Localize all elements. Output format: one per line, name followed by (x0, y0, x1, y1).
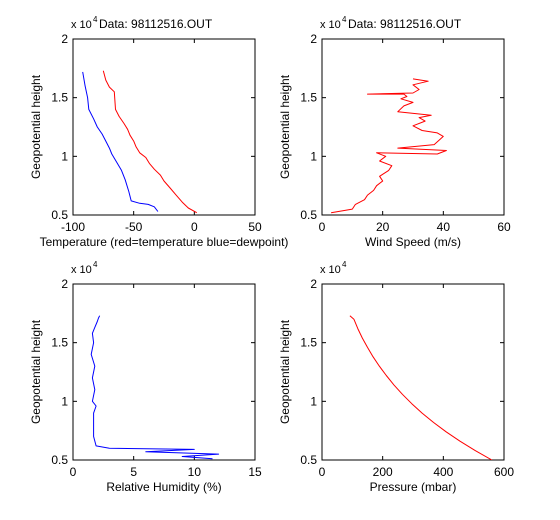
y-tick-label: 0.5 (51, 453, 68, 467)
y-exponent-label: x 10 (320, 19, 341, 31)
x-axis-label: Pressure (mbar) (370, 480, 457, 494)
y-axis-label: Geopotential height (29, 74, 43, 179)
x-axis-label: Temperature (red=temperature blue=dewpoi… (40, 235, 289, 249)
x-tick-label: 60 (497, 220, 511, 234)
x-tick-label: 5 (130, 465, 137, 479)
plot-area (321, 38, 505, 216)
y-exponent-power: 4 (93, 260, 98, 269)
plot-area (72, 38, 256, 216)
x-axis-label: Wind Speed (m/s) (365, 235, 461, 249)
y-tick-label: 2 (310, 32, 317, 46)
x-tick-label: 0 (319, 465, 326, 479)
y-tick-label: 0.5 (300, 208, 317, 222)
y-tick-label: 1 (61, 149, 68, 163)
y-exponent-label: x 10 (71, 19, 92, 31)
y-exponent-power: 4 (342, 15, 347, 24)
y-tick-label: 1.5 (51, 336, 68, 350)
x-tick-label: -50 (125, 220, 143, 234)
y-tick-label: 2 (310, 277, 317, 291)
x-tick-label: 10 (188, 465, 202, 479)
series-line-dewpoint (82, 71, 159, 212)
y-tick-label: 1.5 (300, 91, 317, 105)
x-tick-label: 0 (70, 465, 77, 479)
subplot-1: -100 -50 0 50 0.5 1 1.5 2x 10 4 Data: 98112516.OU… (29, 15, 288, 249)
y-tick-label: 1.5 (51, 91, 68, 105)
y-tick-label: 1.5 (300, 336, 317, 350)
x-tick-label: 600 (494, 465, 514, 479)
y-tick-label: 2 (61, 277, 68, 291)
x-tick-label: 200 (373, 465, 393, 479)
x-tick-label: 40 (437, 220, 451, 234)
chart-title: Data: 98112516.OUT (99, 17, 213, 31)
y-tick-label: 0.5 (300, 453, 317, 467)
y-exponent-power: 4 (342, 260, 347, 269)
chart-title: Data: 98112516.OUT (348, 17, 462, 31)
x-tick-label: 400 (433, 465, 453, 479)
subplot-2: 0 20 40 60 0.5 1 1.5 2x 10 4 Data: 98112516.OUT Wi… (278, 15, 511, 249)
x-tick-label: 20 (376, 220, 390, 234)
y-tick-label: 1 (310, 149, 317, 163)
plot-area (72, 283, 256, 461)
y-tick-label: 2 (61, 32, 68, 46)
series-line-pressure (349, 315, 493, 460)
series-line-wind (331, 78, 447, 214)
x-tick-label: -100 (61, 220, 85, 234)
series-line-temperature (102, 70, 198, 214)
y-axis-label: Geopotential height (29, 319, 43, 424)
x-axis-label: Relative Humidity (%) (106, 480, 221, 494)
y-tick-label: 1 (310, 394, 317, 408)
y-tick-label: 1 (61, 394, 68, 408)
y-exponent-label: x 10 (320, 264, 341, 276)
y-tick-label: 0.5 (51, 208, 68, 222)
x-tick-label: 15 (248, 465, 262, 479)
subplot-3: 0 5 10 15 0.5 1 1.5 2x 10 4 Relative Humidity (%)… (29, 260, 262, 494)
y-axis-label: Geopotential height (278, 74, 292, 179)
x-tick-label: 0 (191, 220, 198, 234)
y-axis-label: Geopotential height (278, 319, 292, 424)
series-line-humidity (90, 315, 220, 460)
y-exponent-label: x 10 (71, 264, 92, 276)
plot-area (321, 283, 505, 461)
subplot-4: 0 200 400 600 0.5 1 1.5 2x 10 4 Pressure (mbar) Ge… (278, 260, 514, 494)
x-tick-label: 50 (248, 220, 262, 234)
y-exponent-power: 4 (93, 15, 98, 24)
x-tick-label: 0 (319, 220, 326, 234)
